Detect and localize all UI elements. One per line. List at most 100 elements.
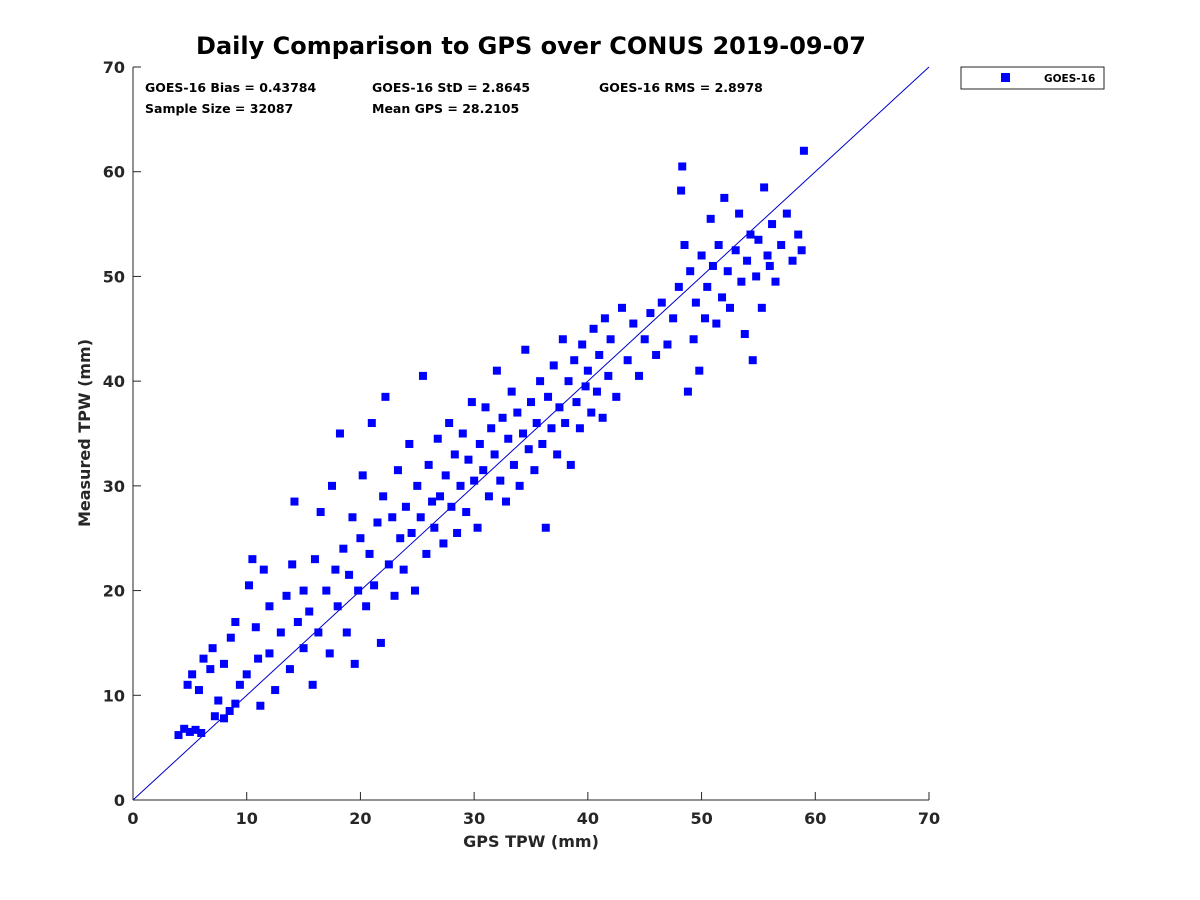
data-point (723, 267, 732, 276)
data-point (235, 680, 244, 689)
data-point (464, 455, 473, 464)
data-point (481, 403, 490, 412)
data-point (416, 513, 425, 522)
data-point (428, 497, 437, 506)
data-point (771, 277, 780, 286)
data-point (199, 654, 208, 663)
data-point (473, 523, 482, 532)
data-point (328, 481, 336, 490)
y-tick-label: 50 (103, 267, 125, 286)
data-point (541, 523, 550, 532)
data-point (399, 565, 408, 574)
data-point (439, 539, 448, 548)
data-point (748, 356, 757, 365)
data-point (188, 670, 197, 679)
data-point (436, 492, 445, 501)
data-point (314, 628, 323, 637)
data-point (797, 246, 806, 255)
plot-area: 0 10 20 30 40 50 60 70 0 10 20 30 40 50 60 70 (103, 58, 940, 828)
data-point (765, 261, 774, 270)
data-point (555, 403, 564, 412)
data-point (174, 731, 183, 740)
data-point (726, 303, 734, 312)
data-point (731, 246, 740, 255)
data-point (640, 335, 649, 344)
data-point (422, 549, 431, 558)
data-point (623, 356, 632, 365)
data-point (496, 476, 505, 485)
data-point (470, 476, 479, 485)
data-point (617, 303, 626, 312)
data-point (743, 256, 752, 265)
data-point (589, 324, 598, 333)
data-point (401, 502, 410, 511)
data-point (396, 534, 405, 543)
data-point (479, 466, 488, 475)
data-point (691, 298, 700, 307)
data-point (445, 419, 454, 428)
data-point (553, 450, 562, 459)
data-point (484, 492, 493, 501)
data-point (285, 665, 294, 674)
data-point (513, 408, 522, 417)
data-point (794, 230, 803, 239)
data-point (305, 607, 314, 616)
data-point (718, 293, 727, 302)
data-point (447, 502, 456, 511)
data-point (265, 649, 274, 658)
chart-title: Daily Comparison to GPS over CONUS 2019-… (196, 32, 866, 60)
data-point (276, 628, 285, 637)
data-point (657, 298, 666, 307)
data-point (456, 481, 465, 490)
data-point (689, 335, 698, 344)
data-point (282, 591, 291, 600)
data-point (592, 387, 601, 396)
data-point (467, 398, 476, 407)
data-point (450, 450, 459, 459)
stat-rms: GOES-16 RMS = 2.8978 (599, 80, 763, 95)
y-tick-label: 20 (103, 582, 125, 601)
data-point (695, 366, 704, 375)
y-tick-label: 30 (103, 477, 125, 496)
x-tick-label: 0 (127, 809, 138, 828)
data-point (735, 209, 744, 218)
data-point (288, 560, 297, 569)
data-point (646, 309, 655, 318)
data-point (293, 617, 302, 626)
data-point (564, 377, 573, 386)
data-point (782, 209, 791, 218)
data-point (251, 623, 260, 632)
data-point (379, 492, 388, 501)
data-point (612, 392, 621, 401)
data-point (231, 699, 240, 708)
data-point (515, 481, 524, 490)
data-point (572, 398, 581, 407)
data-point (558, 335, 567, 344)
data-point (524, 445, 533, 454)
data-point (339, 544, 348, 553)
one-to-one-reference-line (132, 66, 930, 801)
data-point (788, 256, 797, 265)
data-point (504, 434, 513, 443)
data-point (763, 251, 772, 260)
data-point (678, 162, 687, 171)
data-point (712, 319, 721, 328)
y-tick-label: 40 (103, 372, 125, 391)
data-point (507, 387, 516, 396)
data-point (299, 644, 308, 653)
axis-ticks: 0 10 20 30 40 50 60 70 0 10 20 30 40 50 60 70 (103, 58, 940, 828)
data-point (669, 314, 678, 323)
data-point (575, 424, 584, 433)
data-point (244, 581, 253, 590)
stat-bias: GOES-16 Bias = 0.43784 (145, 80, 316, 95)
data-point (231, 617, 240, 626)
data-point (757, 303, 766, 312)
data-point (362, 602, 371, 611)
legend[interactable]: GOES-16 (960, 66, 1105, 90)
data-point (740, 330, 749, 339)
data-point (570, 356, 579, 365)
legend-label-goes16: GOES-16 (1044, 73, 1095, 85)
x-axis-label: GPS TPW (mm) (463, 832, 599, 851)
data-point (777, 241, 786, 250)
data-point (254, 654, 263, 663)
